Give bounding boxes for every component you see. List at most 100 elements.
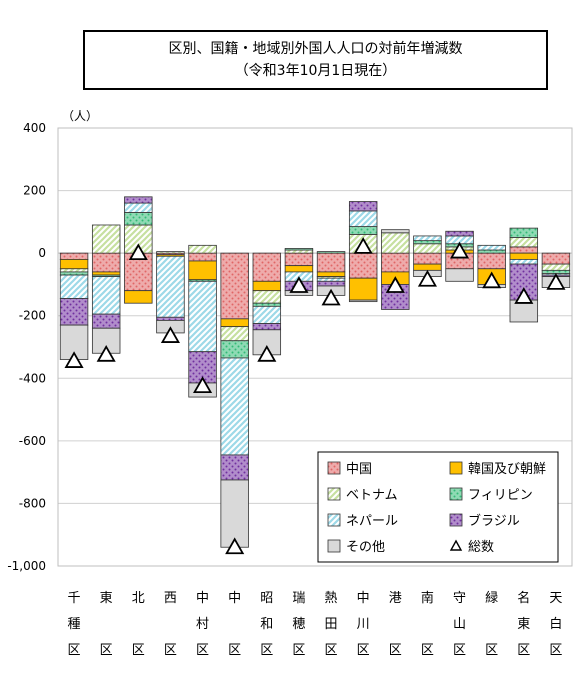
x-category-label: 千	[68, 591, 81, 606]
x-category-label: 区	[68, 643, 81, 658]
bar-segment	[477, 249, 506, 254]
total-marker	[417, 269, 437, 287]
total-marker	[546, 273, 566, 290]
x-category-label: 区	[357, 643, 370, 658]
total-marker	[128, 243, 148, 261]
bar-segment	[413, 235, 442, 242]
bar-segment	[59, 274, 89, 299]
legend-label: ネパール	[346, 514, 398, 529]
legend-label: 韓国及び朝鮮	[468, 462, 546, 477]
bar-segment	[509, 227, 539, 238]
bar-segment	[91, 252, 121, 273]
bar-segment	[477, 244, 506, 251]
bar-segment	[220, 340, 249, 359]
bar-segment	[59, 252, 89, 260]
y-tick-label: -600	[19, 434, 46, 448]
x-category-label: 区	[325, 643, 338, 658]
x-category-label: 川	[357, 617, 370, 632]
legend-swatch	[327, 487, 341, 501]
bar-segment	[188, 244, 217, 254]
x-category-label: 和	[260, 617, 273, 632]
x-category-label: 田	[325, 617, 338, 632]
bar-segment	[284, 248, 314, 251]
legend-label: 総数	[468, 540, 494, 555]
x-category-label: 中	[228, 591, 241, 606]
total-marker	[193, 376, 213, 394]
x-category-label: 穂	[292, 617, 305, 632]
bar-segment	[381, 232, 410, 254]
legend-label: ブラジル	[468, 513, 520, 529]
bar-segment	[220, 454, 249, 481]
bar-segment	[316, 277, 346, 282]
bar-segment	[124, 290, 153, 304]
y-tick-label: -800	[19, 496, 46, 510]
x-category-label: 種	[68, 616, 81, 632]
bar-segment	[91, 276, 121, 315]
legend-swatch	[449, 487, 463, 501]
bar-segment	[348, 299, 378, 303]
bar-segment	[124, 212, 153, 226]
bar-segment	[59, 271, 89, 276]
x-category-label: 南	[421, 590, 434, 606]
bar-segment	[59, 298, 89, 326]
plot-area	[57, 127, 573, 567]
x-category-label: 区	[260, 643, 273, 658]
x-category-label: 天	[549, 591, 562, 606]
bar-segment	[220, 479, 249, 548]
bar-segment	[348, 210, 378, 227]
bar-segment	[541, 269, 571, 274]
x-category-label: 緑	[485, 591, 498, 606]
x-category-label: 村	[196, 617, 209, 632]
bar-segment	[156, 316, 185, 321]
bar-segment	[156, 255, 185, 318]
bar-segment	[348, 252, 378, 279]
total-marker	[353, 237, 373, 254]
legend	[317, 451, 559, 563]
x-category-label: 東	[100, 590, 113, 606]
y-axis-unit-label: （人）	[62, 109, 98, 123]
bar-segment	[252, 252, 282, 282]
bar-segment	[91, 313, 121, 329]
y-tick-label: -200	[19, 309, 46, 323]
x-category-label: 山	[453, 617, 466, 632]
bar-segment	[541, 252, 571, 265]
bar-segment	[316, 251, 346, 254]
total-marker	[225, 537, 245, 555]
total-marker	[289, 276, 309, 293]
bar-segment	[220, 252, 249, 320]
y-tick-label: -400	[19, 371, 46, 385]
bar-segment	[188, 280, 217, 353]
bar-segment	[316, 280, 346, 287]
x-category-label: 区	[453, 643, 466, 658]
chart-subtitle: （令和3年10月1日現在）	[234, 63, 397, 79]
chart-title: 区別、国籍・地域別外国人人口の対前年増減数	[168, 41, 463, 57]
total-marker	[321, 288, 341, 306]
bar-segment	[509, 237, 539, 248]
legend-swatch	[327, 461, 341, 475]
bar-segment	[124, 196, 153, 204]
x-category-label: 区	[517, 643, 530, 658]
total-marker	[160, 326, 180, 343]
x-category-label: 昭	[260, 591, 273, 606]
bar-segment	[413, 252, 442, 265]
bar-segment	[316, 271, 346, 278]
bar-segment	[252, 302, 282, 307]
bar-segment	[413, 263, 442, 271]
bar-segment	[91, 224, 121, 254]
bar-segment	[188, 260, 217, 281]
y-tick-label: 0	[38, 246, 46, 260]
x-category-label: 守	[453, 591, 466, 606]
x-category-label: 区	[228, 643, 241, 658]
bar-segment	[316, 252, 346, 273]
x-category-label: 区	[196, 643, 209, 658]
bar-segment	[252, 305, 282, 324]
legend-label: ベトナム	[346, 488, 398, 503]
bar-segment	[124, 202, 153, 213]
legend-swatch	[327, 539, 341, 553]
bar-segment	[252, 323, 282, 331]
x-category-label: 区	[549, 643, 562, 658]
bar-segment	[541, 263, 571, 271]
bar-segment	[188, 252, 217, 262]
x-category-label: 名	[517, 590, 530, 606]
